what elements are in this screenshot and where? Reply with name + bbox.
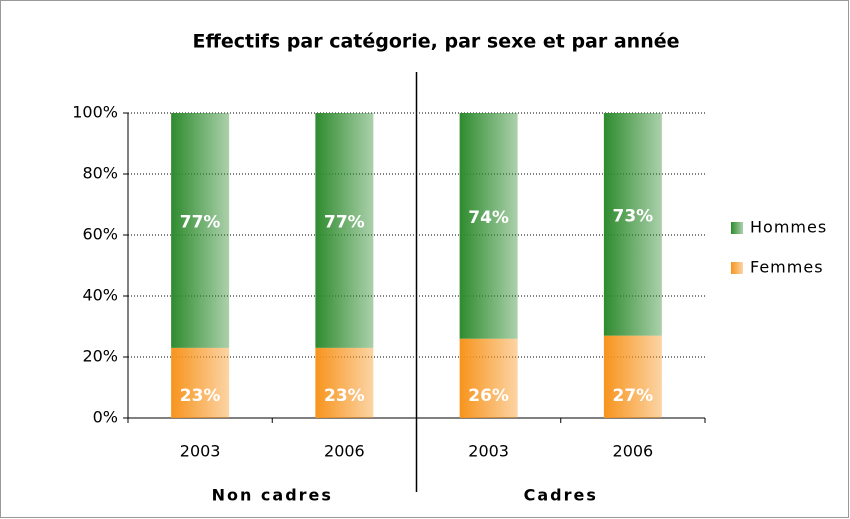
- data-label: 23%: [180, 386, 221, 406]
- y-tick-label: 20%: [82, 347, 118, 366]
- legend-swatch: [731, 262, 743, 274]
- group-label: Non cadres: [212, 486, 333, 505]
- data-label: 77%: [324, 212, 365, 232]
- x-tick-label: 2006: [613, 442, 654, 461]
- x-tick-label: 2003: [468, 442, 509, 461]
- x-tick-label: 2006: [324, 442, 365, 461]
- data-label: 73%: [613, 206, 654, 226]
- bar-segment: [603, 113, 662, 336]
- data-label: 27%: [613, 386, 654, 406]
- y-tick-label: 0%: [93, 408, 118, 427]
- bar-segment: [459, 338, 518, 418]
- y-tick-label: 60%: [82, 225, 118, 244]
- data-label: 23%: [324, 386, 365, 406]
- data-label: 77%: [180, 212, 221, 232]
- y-tick-label: 80%: [82, 164, 118, 183]
- group-label: Cadres: [524, 486, 598, 505]
- legend-swatch: [731, 222, 743, 234]
- legend-label: Hommes: [750, 218, 827, 237]
- x-tick-label: 2003: [180, 442, 221, 461]
- data-label: 74%: [468, 208, 509, 228]
- chart-title: Effectifs par catégorie, par sexe et par…: [192, 31, 679, 53]
- y-tick-label: 100%: [72, 103, 118, 122]
- bar-segment: [315, 347, 374, 418]
- legend-label: Femmes: [750, 258, 824, 277]
- data-label: 26%: [468, 386, 509, 406]
- y-tick-label: 40%: [82, 286, 118, 305]
- bar-segment: [459, 113, 518, 339]
- bar-segment: [315, 113, 374, 348]
- bar-segment: [171, 347, 230, 418]
- bar-segment: [603, 335, 662, 418]
- bar-segment: [171, 113, 230, 348]
